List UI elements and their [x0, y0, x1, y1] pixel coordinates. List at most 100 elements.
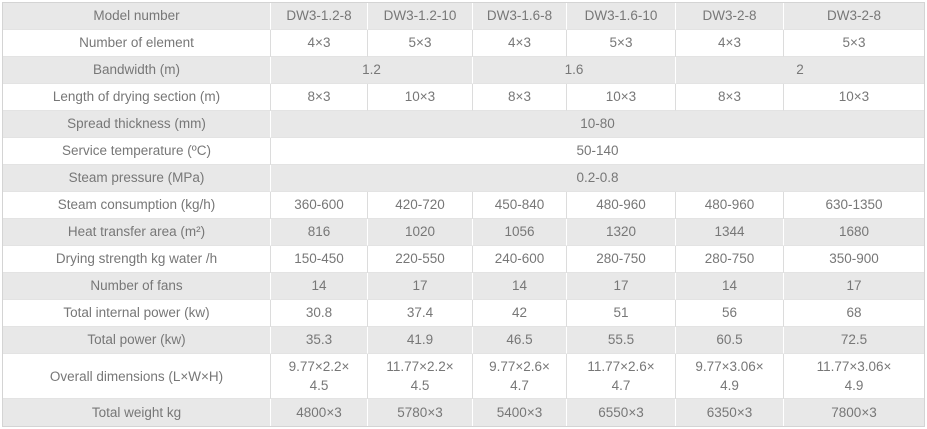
value-cell: 7800×3	[784, 399, 924, 426]
value-cell: 1056	[473, 219, 567, 246]
row-total-internal-power: Total internal power (kw) 30.8 37.4 42 5…	[3, 300, 924, 327]
value-cell: 6350×3	[676, 399, 784, 426]
value-cell: 150-450	[271, 246, 368, 273]
value-cell: 41.9	[368, 327, 473, 354]
value-cell: 30.8	[271, 300, 368, 327]
value-cell-fullspan: 50-140	[271, 138, 924, 165]
value-cell: 9.77×2.6× 4.7	[473, 354, 567, 399]
value-cell-fullspan: 10-80	[271, 111, 924, 138]
value-cell: 240-600	[473, 246, 567, 273]
value-cell: 5400×3	[473, 399, 567, 426]
row-bandwidth: Bandwidth (m) 1.2 1.6 2	[3, 57, 924, 84]
value-cell: 37.4	[368, 300, 473, 327]
row-number-of-element: Number of element 4×3 5×3 4×3 5×3 4×3 5×…	[3, 30, 924, 57]
value-cell: 11.77×2.2× 4.5	[368, 354, 473, 399]
value-cell: 480-960	[676, 192, 784, 219]
value-cell: 4×3	[473, 30, 567, 57]
value-cell: 5×3	[784, 30, 924, 57]
model-name-cell: DW3-1.2-8	[271, 3, 368, 30]
value-cell: 10×3	[567, 84, 676, 111]
value-cell-fullspan: 0.2-0.8	[271, 165, 924, 192]
value-cell: 280-750	[567, 246, 676, 273]
value-cell: 450-840	[473, 192, 567, 219]
model-name-cell: DW3-2-8	[784, 3, 924, 30]
row-label-length-of-drying-section: Length of drying section (m)	[3, 84, 271, 111]
value-cell: 1344	[676, 219, 784, 246]
row-label-number-of-element: Number of element	[3, 30, 271, 57]
value-cell: 220-550	[368, 246, 473, 273]
value-cell: 816	[271, 219, 368, 246]
value-cell: 5×3	[567, 30, 676, 57]
row-label-total-power: Total power (kw)	[3, 327, 271, 354]
value-cell: 51	[567, 300, 676, 327]
row-service-temperature: Service temperature (ºC) 50-140	[3, 138, 924, 165]
value-cell: 8×3	[271, 84, 368, 111]
row-label-service-temperature: Service temperature (ºC)	[3, 138, 271, 165]
value-cell: 1320	[567, 219, 676, 246]
value-cell: 55.5	[567, 327, 676, 354]
row-overall-dimensions: Overall dimensions (L×W×H) 9.77×2.2× 4.5…	[3, 354, 924, 399]
value-cell: 56	[676, 300, 784, 327]
row-length-of-drying-section: Length of drying section (m) 8×3 10×3 8×…	[3, 84, 924, 111]
value-cell: 72.5	[784, 327, 924, 354]
value-cell: 360-600	[271, 192, 368, 219]
value-cell: 14	[676, 273, 784, 300]
value-cell: 630-1350	[784, 192, 924, 219]
value-cell: 10×3	[368, 84, 473, 111]
row-label-spread-thickness: Spread thickness (mm)	[3, 111, 271, 138]
row-label-overall-dimensions: Overall dimensions (L×W×H)	[3, 354, 271, 399]
value-cell: 60.5	[676, 327, 784, 354]
value-cell: 420-720	[368, 192, 473, 219]
row-label-total-internal-power: Total internal power (kw)	[3, 300, 271, 327]
value-cell: 4×3	[676, 30, 784, 57]
value-cell: 8×3	[676, 84, 784, 111]
value-cell-merged: 1.6	[473, 57, 676, 84]
row-drying-strength: Drying strength kg water /h 150-450 220-…	[3, 246, 924, 273]
value-cell: 10×3	[784, 84, 924, 111]
row-model-number: Model number DW3-1.2-8 DW3-1.2-10 DW3-1.…	[3, 3, 924, 30]
row-label-drying-strength: Drying strength kg water /h	[3, 246, 271, 273]
value-cell: 5780×3	[368, 399, 473, 426]
row-total-weight: Total weight kg 4800×3 5780×3 5400×3 655…	[3, 399, 924, 426]
value-cell: 1680	[784, 219, 924, 246]
row-total-power: Total power (kw) 35.3 41.9 46.5 55.5 60.…	[3, 327, 924, 354]
value-cell: 9.77×2.2× 4.5	[271, 354, 368, 399]
value-cell: 68	[784, 300, 924, 327]
value-cell: 4800×3	[271, 399, 368, 426]
value-cell: 14	[473, 273, 567, 300]
row-heat-transfer-area: Heat transfer area (m²) 816 1020 1056 13…	[3, 219, 924, 246]
row-label-steam-consumption: Steam consumption (kg/h)	[3, 192, 271, 219]
value-cell: 6550×3	[567, 399, 676, 426]
value-cell: 46.5	[473, 327, 567, 354]
model-name-cell: DW3-1.6-8	[473, 3, 567, 30]
value-cell: 8×3	[473, 84, 567, 111]
row-label-number-of-fans: Number of fans	[3, 273, 271, 300]
row-spread-thickness: Spread thickness (mm) 10-80	[3, 111, 924, 138]
value-cell: 280-750	[676, 246, 784, 273]
row-steam-consumption: Steam consumption (kg/h) 360-600 420-720…	[3, 192, 924, 219]
value-cell: 4×3	[271, 30, 368, 57]
value-cell: 1020	[368, 219, 473, 246]
value-cell-merged: 1.2	[271, 57, 473, 84]
row-label-total-weight: Total weight kg	[3, 399, 271, 426]
row-steam-pressure: Steam pressure (MPa) 0.2-0.8	[3, 165, 924, 192]
value-cell: 480-960	[567, 192, 676, 219]
value-cell-merged: 2	[676, 57, 924, 84]
row-label-heat-transfer-area: Heat transfer area (m²)	[3, 219, 271, 246]
value-cell: 42	[473, 300, 567, 327]
row-label-bandwidth: Bandwidth (m)	[3, 57, 271, 84]
row-label-model-number: Model number	[3, 3, 271, 30]
value-cell: 35.3	[271, 327, 368, 354]
model-name-cell: DW3-1.6-10	[567, 3, 676, 30]
value-cell: 11.77×3.06× 4.9	[784, 354, 924, 399]
value-cell: 350-900	[784, 246, 924, 273]
value-cell: 17	[368, 273, 473, 300]
row-number-of-fans: Number of fans 14 17 14 17 14 17	[3, 273, 924, 300]
model-name-cell: DW3-1.2-10	[368, 3, 473, 30]
value-cell: 11.77×2.6× 4.7	[567, 354, 676, 399]
value-cell: 17	[567, 273, 676, 300]
value-cell: 9.77×3.06× 4.9	[676, 354, 784, 399]
value-cell: 5×3	[368, 30, 473, 57]
value-cell: 14	[271, 273, 368, 300]
